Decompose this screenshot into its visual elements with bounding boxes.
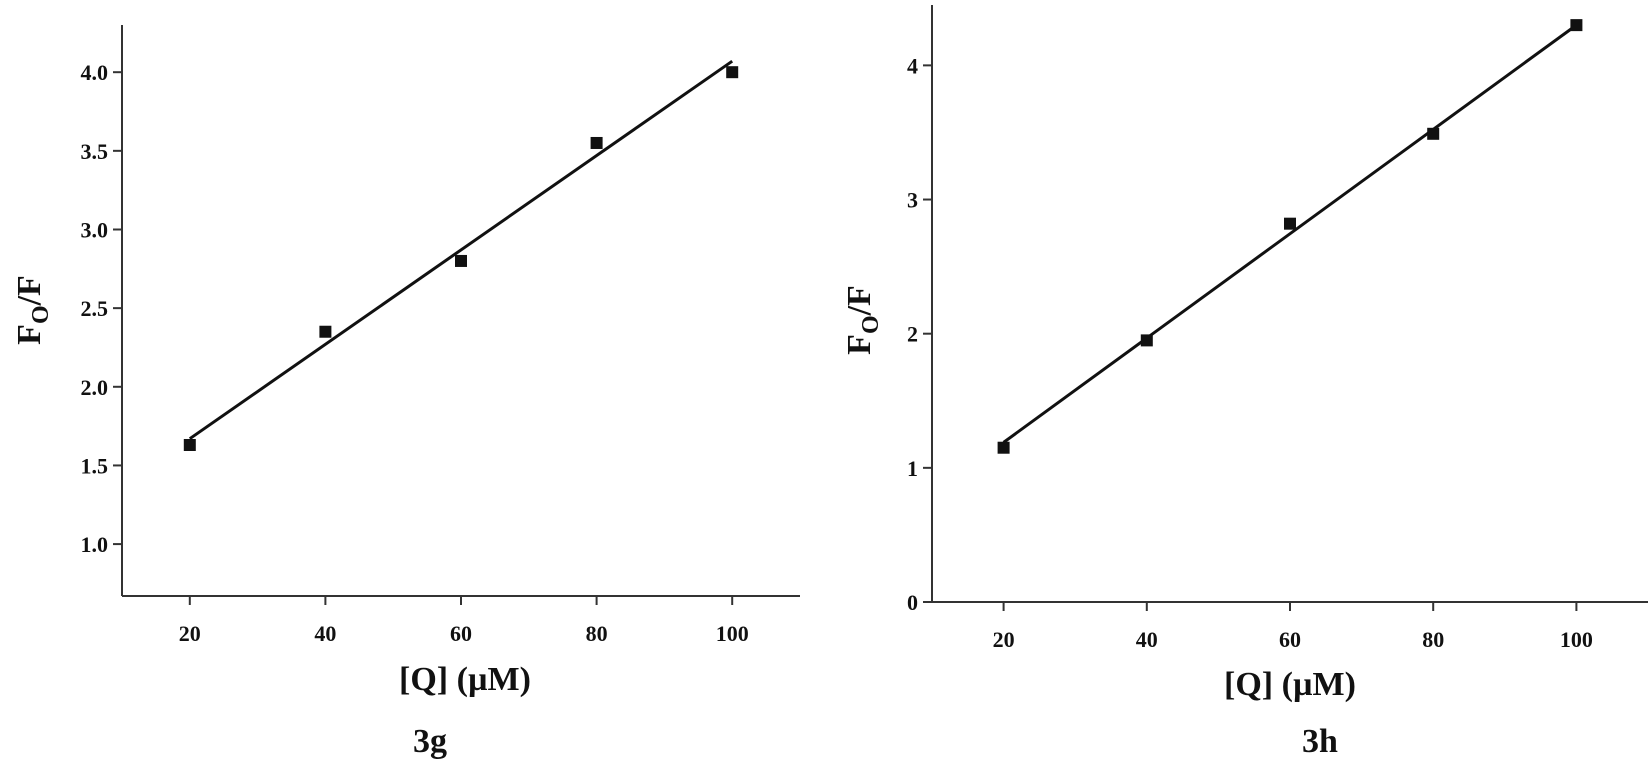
- data-point: [455, 254, 467, 267]
- y-tick-label: 1: [907, 456, 918, 481]
- y-axis-title-main: F: [11, 324, 48, 345]
- data-point: [1140, 334, 1153, 347]
- y-axis-title-sub: O: [858, 315, 884, 334]
- x-tick-label: 100: [1560, 627, 1593, 652]
- fit-line: [188, 59, 734, 440]
- y-axis-title-sub: O: [28, 305, 54, 324]
- panel-3h: 20 40 60 80 100 0 1 2 3 4 [Q] (µM) FO/F 3h: [841, 5, 1648, 760]
- y-tick-label: 4: [907, 53, 918, 78]
- x-tick-label: 60: [1279, 627, 1301, 652]
- data-point: [183, 438, 196, 451]
- y-tick-label: 2.0: [81, 375, 109, 400]
- x-ticks-3h: 20 40 60 80 100: [993, 602, 1593, 652]
- x-tick-label: 80: [1422, 627, 1444, 652]
- data-points-3h: [997, 19, 1583, 454]
- y-tick-label: 2.5: [81, 296, 109, 321]
- fit-line-3h: [1002, 23, 1578, 444]
- y-tick-label: 1.5: [81, 453, 109, 478]
- y-tick-label: 4.0: [81, 60, 109, 85]
- data-point: [997, 441, 1010, 454]
- fit-line-3g: [188, 59, 734, 440]
- data-point: [590, 136, 603, 149]
- y-tick-label: 3.5: [81, 139, 109, 164]
- x-axis-title: [Q] (µM): [1224, 666, 1356, 703]
- fit-line: [1002, 23, 1578, 444]
- x-tick-label: 80: [586, 621, 608, 646]
- x-tick-label: 100: [716, 621, 749, 646]
- y-tick-label: 1.0: [81, 532, 109, 557]
- y-ticks-3h: 0 1 2 3 4: [907, 53, 932, 615]
- y-axis-title: FO/F: [841, 285, 884, 355]
- panel-caption: 3h: [1302, 723, 1338, 760]
- data-point: [1570, 19, 1583, 32]
- y-tick-label: 0: [907, 590, 918, 615]
- panel-caption: 3g: [413, 723, 447, 760]
- y-tick-label: 2: [907, 322, 918, 347]
- y-ticks-3g: 1.0 1.5 2.0 2.5 3.0 3.5 4.0: [81, 60, 122, 557]
- y-axis-title: FO/F: [11, 275, 54, 345]
- x-ticks-3g: 20 40 60 80 100: [179, 596, 749, 646]
- data-point: [1284, 217, 1296, 230]
- data-points-3g: [183, 66, 739, 451]
- axes-3g: [121, 25, 800, 597]
- axes-3h: [931, 5, 1648, 603]
- panel-3g: 20 40 60 80 100 1.0 1.5 2.0 2.5 3.0 3.5 4.0 [Q] (µ…: [11, 25, 800, 760]
- y-axis-title-tail: /F: [11, 275, 48, 306]
- x-tick-label: 40: [314, 621, 336, 646]
- y-tick-label: 3.0: [81, 217, 109, 242]
- y-axis-title-main: F: [841, 334, 878, 355]
- x-tick-label: 60: [450, 621, 472, 646]
- data-point: [1427, 127, 1440, 140]
- x-axis-title: [Q] (µM): [399, 661, 531, 698]
- x-tick-label: 40: [1136, 627, 1158, 652]
- data-point: [319, 325, 332, 338]
- y-axis-title-tail: /F: [841, 285, 878, 316]
- data-point: [726, 66, 739, 79]
- y-tick-label: 3: [907, 188, 918, 213]
- x-tick-label: 20: [179, 621, 201, 646]
- x-tick-label: 20: [993, 627, 1015, 652]
